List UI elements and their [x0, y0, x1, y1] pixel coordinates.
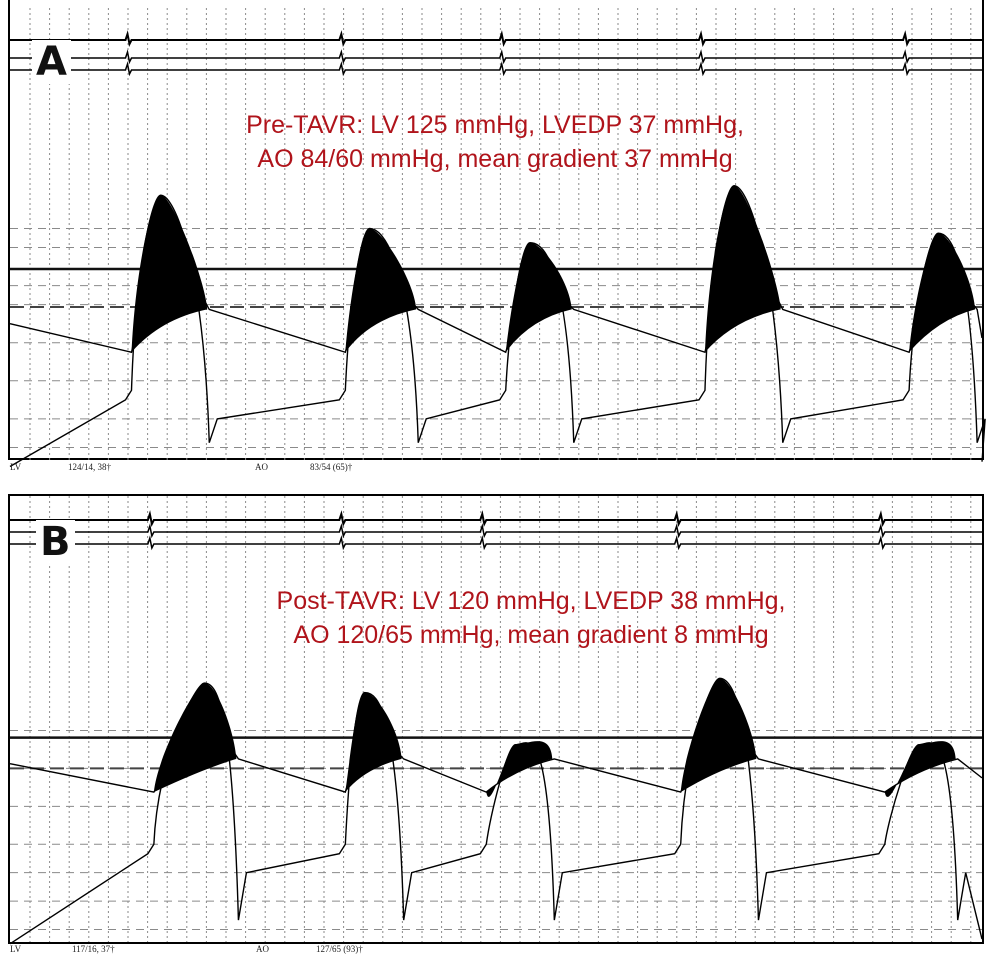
gradient-area-beat-4: [680, 678, 757, 793]
gradient-area-beat-3: [505, 242, 572, 353]
panel-a: A Pre-TAVR: LV 125 mmHg, LVEDP 37 mmHg, …: [0, 0, 986, 476]
panel-a-annotation-line2: AO 84/60 mmHg, mean gradient 37 mmHg: [257, 145, 733, 173]
ecg-lead-2: [10, 49, 982, 65]
panel-a-plot: [9, 8, 986, 468]
panel-b-letter: B: [36, 520, 75, 564]
panel-a-letter: A: [32, 40, 71, 84]
grid-b: [10, 496, 982, 942]
panel-a-annotation: Pre-TAVR: LV 125 mmHg, LVEDP 37 mmHg, AO…: [2, 108, 986, 176]
gradient-area-beat-1: [131, 195, 208, 353]
panel-b-annotation-line2: AO 120/65 mmHg, mean gradient 8 mmHg: [293, 621, 769, 649]
grid-a: [10, 8, 982, 460]
ecg-lead-1: [10, 510, 982, 528]
gradient-area-beat-2: [345, 692, 402, 793]
panel-a-footer-lv-label: LV: [10, 462, 22, 472]
lv-pressure-trace: [9, 677, 983, 945]
gradient-area-beat-2: [345, 228, 417, 353]
panel-b-annotation-line1: Post-TAVR: LV 120 mmHg, LVEDP 38 mmHg,: [276, 587, 786, 615]
gradient-area-beat-4: [704, 185, 781, 353]
panel-a-frame: [8, 0, 984, 460]
panel-a-footer-ao-value: 83/54 (65)†: [310, 462, 353, 472]
ecg-lead-3: [10, 535, 982, 551]
panel-b-footer-lv-value: 117/16, 37†: [72, 944, 115, 954]
panel-b-plot: [9, 496, 983, 945]
panel-b-footer-lv-label: LV: [10, 944, 22, 954]
panel-a-footer-ao-label: AO: [255, 462, 268, 472]
panel-a-footer-lv-value: 124/14, 38†: [68, 462, 112, 472]
panel-b: B Post-TAVR: LV 120 mmHg, LVEDP 38 mmHg,…: [0, 484, 986, 958]
gradient-area-beat-3: [486, 741, 553, 797]
panel-b-frame: [8, 494, 984, 944]
panel-a-footer: LV 124/14, 38† AO 83/54 (65)†: [10, 462, 970, 474]
gradient-area-beat-5: [884, 741, 956, 797]
ecg-lead-3: [10, 61, 982, 77]
ecg-lead-1: [10, 30, 982, 48]
panel-b-footer-ao-label: AO: [256, 944, 269, 954]
ecg-lead-2: [10, 523, 982, 539]
gradient-area-beat-5: [909, 233, 976, 353]
panel-divider: [0, 476, 986, 484]
panel-a-annotation-line1: Pre-TAVR: LV 125 mmHg, LVEDP 37 mmHg,: [246, 111, 744, 139]
panel-b-footer: LV 117/16, 37† AO 127/65 (93)†: [10, 944, 970, 956]
gradient-area-beat-1: [153, 683, 237, 793]
panel-b-annotation: Post-TAVR: LV 120 mmHg, LVEDP 38 mmHg, A…: [38, 584, 986, 652]
panel-b-footer-ao-value: 127/65 (93)†: [316, 944, 363, 954]
